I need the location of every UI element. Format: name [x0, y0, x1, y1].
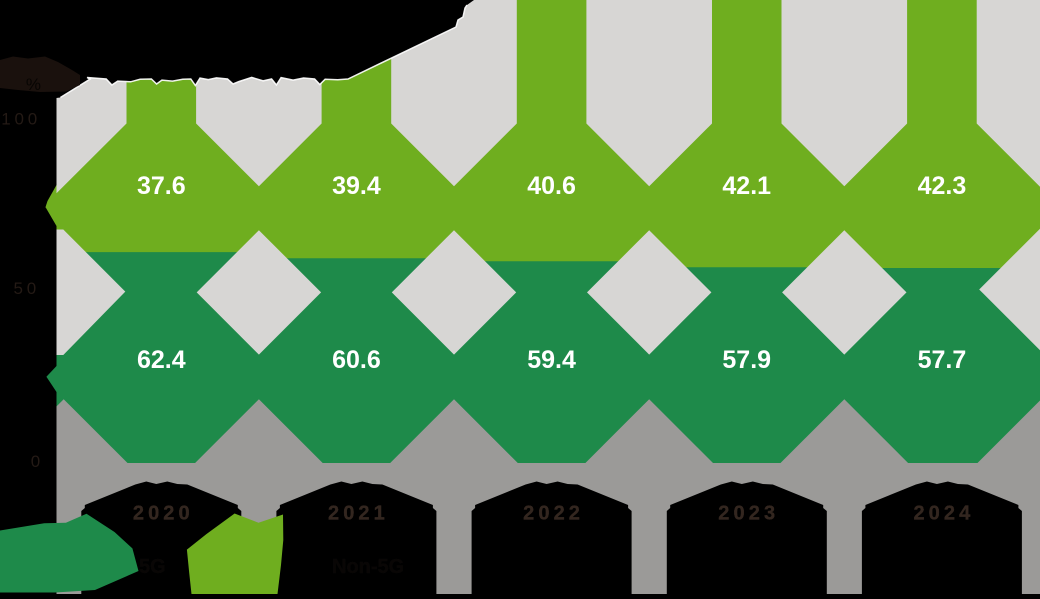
svg-text:60.6: 60.6 — [332, 346, 381, 374]
svg-text:39.4: 39.4 — [332, 172, 381, 200]
svg-text:42.1: 42.1 — [722, 172, 771, 200]
svg-text:2024: 2024 — [913, 503, 974, 525]
svg-text:5G: 5G — [139, 556, 166, 578]
svg-text:100: 100 — [1, 110, 41, 129]
svg-text:40.6: 40.6 — [527, 172, 576, 200]
svg-text:2020: 2020 — [133, 503, 194, 525]
svg-text:37.6: 37.6 — [137, 172, 186, 200]
svg-text:50: 50 — [13, 279, 40, 298]
svg-text:%: % — [26, 75, 41, 94]
svg-text:2023: 2023 — [718, 503, 779, 525]
svg-text:62.4: 62.4 — [137, 346, 186, 374]
svg-text:59.4: 59.4 — [527, 346, 576, 374]
svg-text:Non-5G: Non-5G — [332, 556, 404, 578]
svg-text:57.9: 57.9 — [722, 346, 771, 374]
svg-text:0: 0 — [31, 452, 44, 471]
svg-text:57.7: 57.7 — [918, 346, 967, 374]
svg-text:42.3: 42.3 — [918, 172, 967, 200]
svg-text:2022: 2022 — [523, 503, 584, 525]
svg-text:2021: 2021 — [328, 503, 389, 525]
